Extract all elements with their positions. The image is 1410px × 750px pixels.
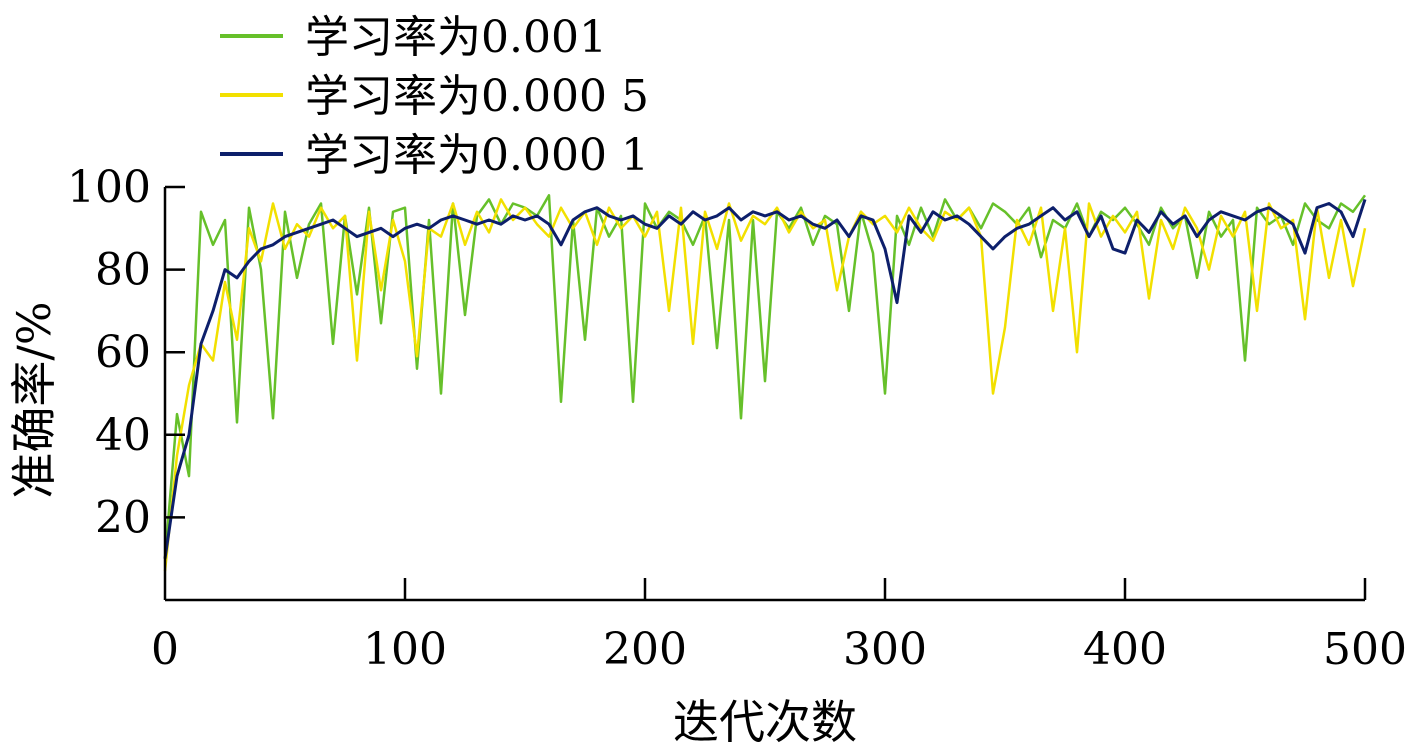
series-line-1 — [163, 194, 1367, 559]
x-axis-title: 迭代次数 — [673, 695, 857, 749]
legend-label: 学习率为0.000 5 — [305, 71, 649, 122]
x-tick-label: 200 — [603, 624, 687, 675]
legend-item-3: 学习率为0.000 1 — [220, 130, 649, 181]
y-axis-title: 准确率/% — [7, 301, 61, 498]
y-tick-label: 20 — [95, 492, 151, 543]
series-layer — [163, 194, 1367, 572]
legend-item-1: 学习率为0.001 — [220, 12, 607, 63]
series-line-2 — [163, 198, 1367, 572]
y-tick-label: 60 — [95, 327, 151, 378]
legend-label: 学习率为0.000 1 — [305, 130, 649, 181]
legend-label: 学习率为0.001 — [305, 12, 607, 63]
legend-item-2: 学习率为0.000 5 — [220, 71, 649, 122]
x-tick-label: 0 — [151, 624, 179, 675]
axes-layer — [163, 187, 1365, 602]
x-tick-label: 100 — [363, 624, 447, 675]
legend: 学习率为0.001 学习率为0.000 5 学习率为0.000 1 — [220, 12, 649, 181]
y-tick-label: 40 — [95, 410, 151, 461]
x-tick-label: 400 — [1083, 624, 1167, 675]
x-tick-label: 500 — [1323, 624, 1407, 675]
y-tick-label: 100 — [67, 162, 151, 213]
x-tick-label: 300 — [843, 624, 927, 675]
ticks-layer: 0 100 200 300 400 500 20 40 60 80 100 — [67, 162, 1407, 675]
series-line-3 — [163, 198, 1367, 559]
y-tick-label: 80 — [95, 245, 151, 296]
